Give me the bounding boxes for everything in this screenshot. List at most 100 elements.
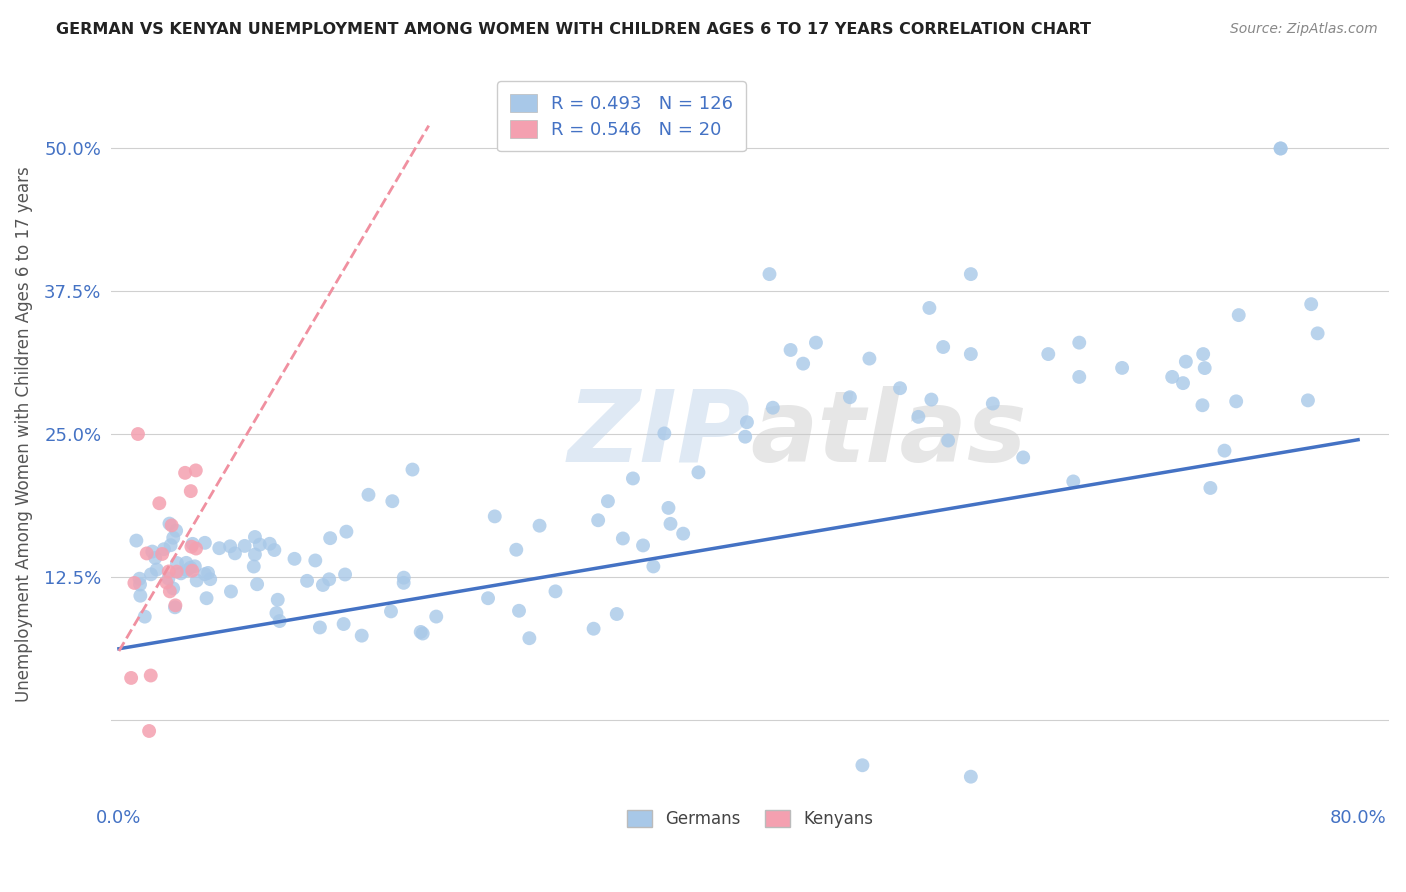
Point [392, 571, 415, 585]
Point [224, 546, 246, 560]
Point [1192, 347, 1215, 361]
Point [180, 540, 202, 554]
Point [350, 629, 373, 643]
Point [544, 584, 567, 599]
Point [380, 604, 402, 618]
Point [181, 537, 204, 551]
Point [959, 267, 981, 281]
Point [981, 396, 1004, 410]
Point [153, 542, 176, 557]
Point [184, 541, 207, 556]
Point [889, 381, 911, 395]
Point [139, 668, 162, 682]
Point [127, 427, 149, 442]
Point [959, 770, 981, 784]
Point [758, 267, 780, 281]
Point [150, 547, 173, 561]
Point [242, 559, 264, 574]
Point [381, 494, 404, 508]
Point [243, 548, 266, 562]
Point [357, 488, 380, 502]
Point [134, 609, 156, 624]
Point [505, 542, 527, 557]
Point [129, 589, 152, 603]
Point [1111, 360, 1133, 375]
Point [176, 563, 198, 577]
Point [838, 390, 860, 404]
Point [335, 524, 357, 539]
Point [160, 518, 183, 533]
Point [159, 538, 181, 552]
Point [621, 471, 644, 485]
Legend: Germans, Kenyans: Germans, Kenyans [620, 804, 880, 835]
Point [125, 533, 148, 548]
Point [174, 556, 197, 570]
Point [180, 484, 202, 499]
Point [643, 559, 665, 574]
Point [162, 582, 184, 596]
Point [166, 556, 188, 570]
Point [735, 415, 758, 429]
Point [145, 563, 167, 577]
Point [333, 567, 356, 582]
Point [1194, 361, 1216, 376]
Point [792, 357, 814, 371]
Point [165, 524, 187, 538]
Point [1161, 370, 1184, 384]
Point [139, 567, 162, 582]
Point [318, 572, 340, 586]
Point [157, 565, 180, 579]
Point [1199, 481, 1222, 495]
Point [194, 536, 217, 550]
Point [596, 494, 619, 508]
Point [1227, 308, 1250, 322]
Point [401, 462, 423, 476]
Point [920, 392, 942, 407]
Point [851, 758, 873, 772]
Point [249, 538, 271, 552]
Point [484, 509, 506, 524]
Point [198, 572, 221, 586]
Point [529, 518, 551, 533]
Text: GERMAN VS KENYAN UNEMPLOYMENT AMONG WOMEN WITH CHILDREN AGES 6 TO 17 YEARS CORRE: GERMAN VS KENYAN UNEMPLOYMENT AMONG WOME… [56, 22, 1091, 37]
Point [586, 513, 609, 527]
Point [1012, 450, 1035, 465]
Point [181, 564, 204, 578]
Point [1062, 475, 1084, 489]
Point [166, 565, 188, 579]
Point [159, 516, 181, 531]
Point [179, 560, 201, 574]
Point [612, 532, 634, 546]
Point [283, 551, 305, 566]
Point [508, 604, 530, 618]
Point [184, 463, 207, 477]
Point [259, 537, 281, 551]
Text: atlas: atlas [751, 385, 1026, 483]
Point [304, 553, 326, 567]
Point [1174, 354, 1197, 368]
Point [672, 526, 695, 541]
Point [1171, 376, 1194, 391]
Point [918, 301, 941, 315]
Point [148, 496, 170, 510]
Point [936, 434, 959, 448]
Point [135, 546, 157, 560]
Point [163, 600, 186, 615]
Point [170, 566, 193, 581]
Point [155, 575, 177, 590]
Point [138, 723, 160, 738]
Point [734, 430, 756, 444]
Point [1270, 141, 1292, 155]
Point [392, 575, 415, 590]
Point [779, 343, 801, 357]
Point [266, 606, 288, 620]
Point [319, 531, 342, 545]
Point [1038, 347, 1060, 361]
Point [312, 578, 335, 592]
Point [1306, 326, 1329, 341]
Point [159, 584, 181, 599]
Point [688, 466, 710, 480]
Point [1270, 141, 1292, 155]
Point [762, 401, 785, 415]
Point [606, 607, 628, 621]
